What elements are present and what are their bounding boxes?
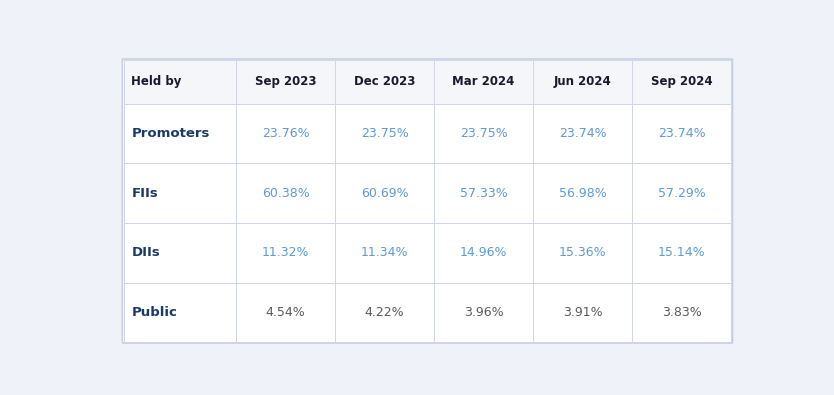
Bar bbox=[335, 283, 435, 342]
Text: 3.96%: 3.96% bbox=[464, 306, 504, 319]
Bar bbox=[533, 283, 632, 342]
Text: 3.91%: 3.91% bbox=[563, 306, 602, 319]
Bar bbox=[123, 223, 236, 283]
Text: 57.29%: 57.29% bbox=[658, 187, 706, 200]
Text: 14.96%: 14.96% bbox=[460, 246, 507, 260]
Bar bbox=[236, 223, 335, 283]
Bar bbox=[335, 223, 435, 283]
Bar bbox=[435, 283, 533, 342]
Text: 3.83%: 3.83% bbox=[662, 306, 701, 319]
Text: Promoters: Promoters bbox=[132, 127, 210, 140]
Bar bbox=[435, 60, 533, 103]
Text: Sep 2024: Sep 2024 bbox=[651, 75, 712, 88]
Bar bbox=[632, 164, 731, 223]
Text: 60.69%: 60.69% bbox=[361, 187, 409, 200]
Bar bbox=[335, 103, 435, 164]
FancyBboxPatch shape bbox=[123, 59, 732, 343]
Bar bbox=[632, 60, 731, 103]
Text: Dec 2023: Dec 2023 bbox=[354, 75, 415, 88]
Text: 23.76%: 23.76% bbox=[262, 127, 309, 140]
Bar bbox=[533, 60, 632, 103]
Bar bbox=[435, 164, 533, 223]
Bar bbox=[123, 283, 236, 342]
Text: DIIs: DIIs bbox=[132, 246, 160, 260]
Text: Jun 2024: Jun 2024 bbox=[554, 75, 611, 88]
Text: Sep 2023: Sep 2023 bbox=[255, 75, 316, 88]
Text: 11.34%: 11.34% bbox=[361, 246, 409, 260]
Bar bbox=[533, 103, 632, 164]
Bar bbox=[123, 103, 236, 164]
Text: Mar 2024: Mar 2024 bbox=[452, 75, 515, 88]
Bar bbox=[236, 283, 335, 342]
Text: 11.32%: 11.32% bbox=[262, 246, 309, 260]
Text: 23.75%: 23.75% bbox=[361, 127, 409, 140]
Text: 23.74%: 23.74% bbox=[559, 127, 606, 140]
Bar bbox=[632, 283, 731, 342]
Text: 23.75%: 23.75% bbox=[460, 127, 508, 140]
Text: 15.36%: 15.36% bbox=[559, 246, 606, 260]
Bar bbox=[335, 60, 435, 103]
Text: Held by: Held by bbox=[132, 75, 182, 88]
Text: 60.38%: 60.38% bbox=[262, 187, 309, 200]
Bar bbox=[236, 164, 335, 223]
Bar bbox=[123, 60, 236, 103]
Text: 23.74%: 23.74% bbox=[658, 127, 706, 140]
Text: Public: Public bbox=[132, 306, 178, 319]
Text: FIIs: FIIs bbox=[132, 187, 158, 200]
Bar bbox=[632, 223, 731, 283]
Bar bbox=[335, 164, 435, 223]
Text: 56.98%: 56.98% bbox=[559, 187, 606, 200]
Bar bbox=[533, 223, 632, 283]
Bar bbox=[533, 164, 632, 223]
Text: 4.22%: 4.22% bbox=[364, 306, 404, 319]
Bar bbox=[435, 223, 533, 283]
Bar bbox=[435, 103, 533, 164]
Bar bbox=[236, 60, 335, 103]
Text: 4.54%: 4.54% bbox=[266, 306, 305, 319]
Text: 15.14%: 15.14% bbox=[658, 246, 706, 260]
Bar bbox=[236, 103, 335, 164]
Text: 57.33%: 57.33% bbox=[460, 187, 508, 200]
Bar bbox=[123, 164, 236, 223]
Bar bbox=[632, 103, 731, 164]
